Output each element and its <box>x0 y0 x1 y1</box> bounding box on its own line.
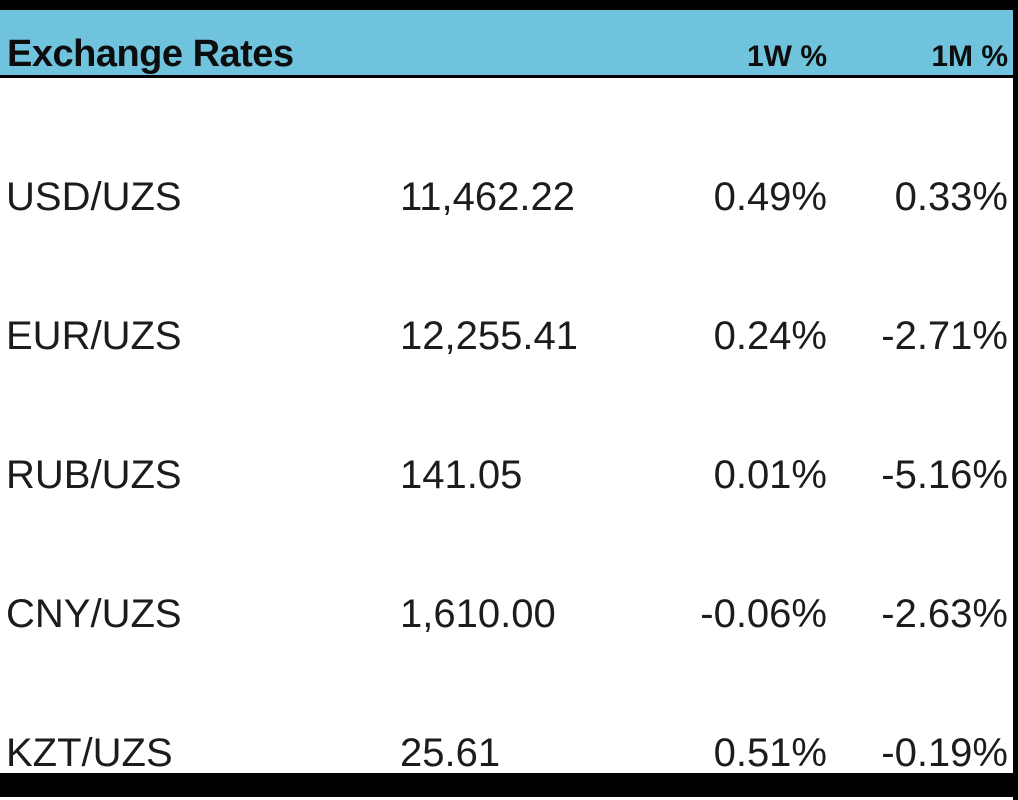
rate-value: 12,255.41 <box>400 314 578 358</box>
change-1w: 0.01% <box>713 453 827 497</box>
currency-pair: KZT/UZS <box>6 731 173 775</box>
currency-pair: EUR/UZS <box>6 314 182 358</box>
change-1w: 0.49% <box>713 175 827 219</box>
change-1m: -2.63% <box>881 592 1008 636</box>
change-1m: -5.16% <box>881 453 1008 497</box>
change-1w: 0.51% <box>713 731 827 775</box>
bottom-divider-bar <box>0 773 1018 797</box>
rate-value: 25.61 <box>400 731 501 775</box>
change-1w: 0.24% <box>713 314 827 358</box>
column-header-1m: 1M % <box>931 40 1008 73</box>
currency-pair: RUB/UZS <box>6 453 182 497</box>
change-1w: -0.06% <box>700 592 827 636</box>
change-1m: -2.71% <box>881 314 1008 358</box>
change-1m: -0.19% <box>881 731 1008 775</box>
column-header-1w: 1W % <box>746 40 827 73</box>
rate-value: 11,462.22 <box>400 175 575 219</box>
table-row: CNY/UZS 1,610.00 -0.06% -2.63% <box>0 495 1018 634</box>
currency-pair: CNY/UZS <box>6 592 182 636</box>
table-row: KZT/UZS 25.61 0.51% -0.19% <box>0 634 1018 773</box>
table-body: USD/UZS 11,462.22 0.49% 0.33% EUR/UZS 12… <box>0 78 1018 773</box>
table-row: EUR/UZS 12,255.41 0.24% -2.71% <box>0 217 1018 356</box>
change-1m: 0.33% <box>894 175 1008 219</box>
top-divider-bar <box>0 0 1018 10</box>
table-header: Exchange Rates 1W % 1M % <box>0 10 1018 78</box>
rate-value: 1,610.00 <box>400 592 556 636</box>
table-row: RUB/UZS 141.05 0.01% -5.16% <box>0 356 1018 495</box>
table-title: Exchange Rates <box>7 33 294 75</box>
rate-value: 141.05 <box>400 453 523 497</box>
right-border-bar <box>1013 0 1018 800</box>
currency-pair: USD/UZS <box>6 175 182 219</box>
table-row: USD/UZS 11,462.22 0.49% 0.33% <box>0 78 1018 217</box>
